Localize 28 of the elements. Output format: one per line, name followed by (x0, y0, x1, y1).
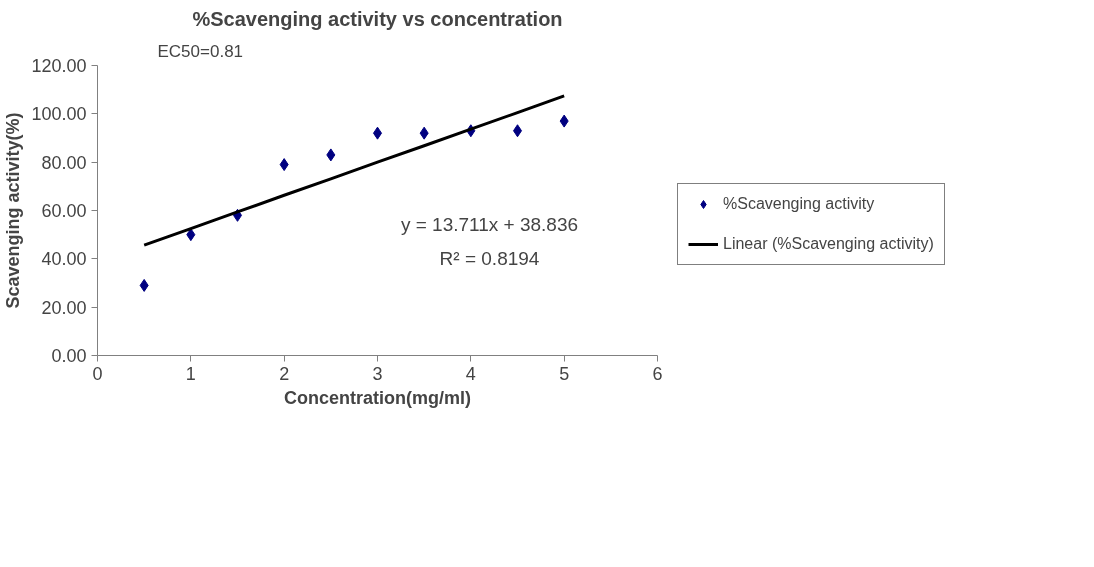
y-tick-label: 0.00 (51, 346, 87, 366)
point (559, 114, 569, 128)
x-tick-label: 2 (279, 363, 290, 384)
x-tick-label: 5 (559, 363, 570, 384)
chart-title: %Scavenging activity vs concentration (192, 7, 563, 30)
annotation: y = 13.711x + 38.836 (400, 213, 579, 235)
x-tick-label: 0 (92, 363, 103, 384)
x-tick-label: 4 (465, 363, 476, 384)
text: EC50=0.81 (157, 41, 244, 61)
y-axis-title: Scavenging activity(%) (3, 112, 24, 309)
y-tick-label: 120.00 (31, 56, 87, 76)
y-tick-label: 100.00 (31, 104, 87, 125)
x-tick-label: 6 (652, 363, 663, 384)
x-tick-label: 3 (372, 363, 383, 384)
point (139, 278, 149, 292)
legend-label: Linear (%Scavenging activity) (723, 235, 934, 253)
y-tick-label: 40.00 (41, 249, 87, 270)
point (326, 148, 336, 162)
y-tick-label: 20.00 (41, 297, 87, 318)
point (186, 228, 196, 242)
legend-label: %Scavenging activity (723, 195, 875, 213)
x-axis-title: Concentration(mg/ml) (284, 387, 471, 408)
point (279, 158, 289, 172)
point (419, 126, 429, 140)
annotation: R² = 0.8194 (439, 247, 540, 269)
x-tick-label: 1 (185, 363, 196, 384)
y-tick-label: 60.00 (41, 201, 87, 221)
y-tick-label: 80.00 (41, 152, 87, 173)
